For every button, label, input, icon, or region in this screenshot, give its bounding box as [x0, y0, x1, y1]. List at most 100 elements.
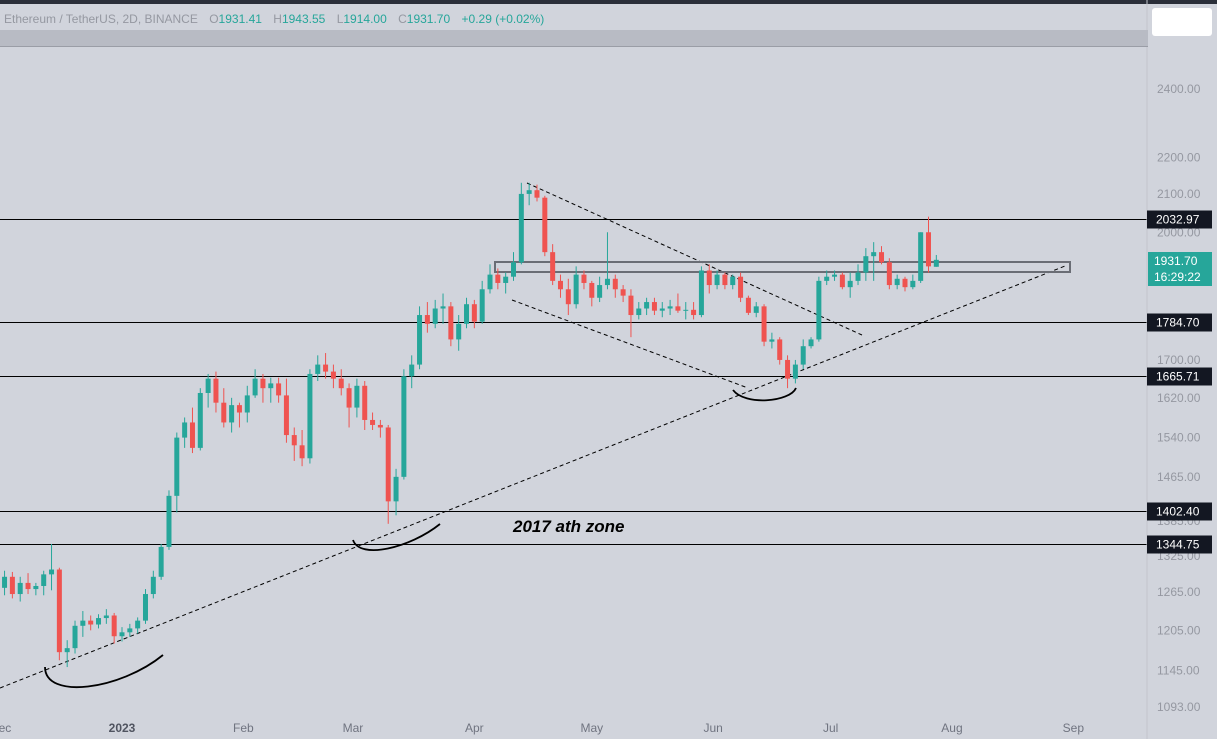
candle: [56, 567, 62, 661]
time-tick-label: Sep: [1063, 721, 1085, 735]
bar-countdown: 16:29:22: [1154, 270, 1201, 284]
price-tick-label: 2000.00: [1157, 225, 1201, 239]
candle: [925, 216, 931, 273]
candle: [667, 299, 673, 316]
top-toolbar: [0, 0, 1217, 4]
candle: [72, 620, 78, 654]
candle: [417, 306, 423, 370]
candle: [792, 359, 798, 384]
candle: [761, 304, 767, 347]
level-label: 1665.71: [1156, 370, 1200, 384]
candle: [17, 576, 23, 602]
candle: [886, 258, 892, 290]
level-label: 1784.70: [1156, 316, 1200, 330]
horizontal-levels: [0, 219, 1147, 545]
candle: [659, 302, 665, 318]
arc-mar-low: [352, 523, 441, 551]
candle: [424, 302, 430, 333]
candle: [252, 369, 258, 398]
time-tick-label: Mar: [343, 721, 364, 735]
candle: [511, 252, 516, 281]
candle: [808, 337, 814, 349]
candle: [2, 570, 8, 596]
candle: [236, 402, 242, 428]
indicator-band: [0, 30, 1148, 47]
candle: [150, 570, 156, 599]
annotation-2017-ath-zone: 2017 ath zone: [512, 517, 625, 536]
upper-channel-line: [526, 182, 863, 336]
level-label-bg: [1147, 502, 1212, 521]
candle: [205, 373, 211, 408]
candle: [268, 377, 274, 403]
candle: [49, 543, 55, 591]
candle: [142, 589, 148, 624]
candle: [542, 195, 548, 257]
arc-jun-low: [732, 387, 797, 402]
price-tick-label: 2400.00: [1157, 82, 1201, 96]
candle: [777, 337, 783, 365]
candle: [918, 232, 924, 283]
candle: [182, 417, 188, 448]
level-label-bg: [1147, 313, 1212, 332]
candle: [769, 332, 775, 349]
candle: [636, 302, 642, 320]
price-tick-label: 2200.00: [1157, 150, 1201, 164]
candle: [432, 299, 438, 329]
candle: [581, 270, 587, 290]
candle: [589, 280, 595, 307]
candle: [573, 266, 579, 309]
candle: [479, 280, 485, 324]
level-label: 2032.97: [1156, 213, 1200, 227]
candle: [620, 285, 626, 303]
candle: [127, 623, 133, 637]
candles: [2, 182, 939, 668]
candle: [675, 293, 681, 313]
time-tick-label: 2023: [109, 721, 136, 735]
close-value: 1931.70: [406, 12, 451, 26]
low-value: 1914.00: [343, 12, 387, 26]
level-label-bg: [1147, 535, 1212, 554]
candle: [440, 293, 446, 324]
candle: [910, 274, 916, 290]
candle: [651, 297, 657, 316]
low-label: L: [336, 12, 344, 26]
candle: [307, 369, 313, 464]
candle: [354, 378, 360, 418]
candle: [879, 246, 885, 265]
candle: [597, 276, 603, 303]
candle: [64, 640, 70, 668]
candle: [714, 270, 720, 290]
current-price: 1931.70: [1154, 254, 1198, 268]
candle: [753, 302, 759, 318]
symbol-title: Ethereum / TetherUS, 2D, BINANCE: [4, 12, 198, 26]
candle: [902, 276, 908, 292]
current-price-tag: 1931.70 16:29:22: [1148, 252, 1212, 286]
open-label: O: [209, 12, 219, 26]
candle: [448, 302, 454, 347]
candle: [409, 355, 415, 389]
candle: [557, 274, 563, 298]
price-tick-label: 1265.00: [1157, 585, 1201, 599]
time-tick-label: Dec: [0, 721, 11, 735]
time-tick-label: Jul: [823, 721, 838, 735]
candle: [111, 612, 117, 644]
price-tick-label: 1145.00: [1157, 663, 1200, 677]
candle: [730, 274, 736, 290]
candle: [338, 369, 344, 396]
candle: [197, 388, 203, 451]
candle: [229, 397, 235, 433]
level-label-bg: [1147, 210, 1212, 229]
candle: [495, 268, 501, 290]
candle: [33, 582, 39, 596]
candle: [933, 254, 939, 267]
candle: [299, 429, 305, 467]
time-axis: Dec 2023 Feb Mar Apr May Jun Jul Aug Sep: [0, 721, 1084, 735]
time-tick-label: Apr: [465, 721, 484, 735]
high-label: H: [273, 12, 282, 26]
candle: [189, 407, 195, 454]
candle: [894, 274, 900, 290]
price-tick-label: 1700.00: [1157, 353, 1201, 367]
top-right-box[interactable]: [1152, 8, 1212, 36]
time-tick-label: Jun: [703, 721, 722, 735]
